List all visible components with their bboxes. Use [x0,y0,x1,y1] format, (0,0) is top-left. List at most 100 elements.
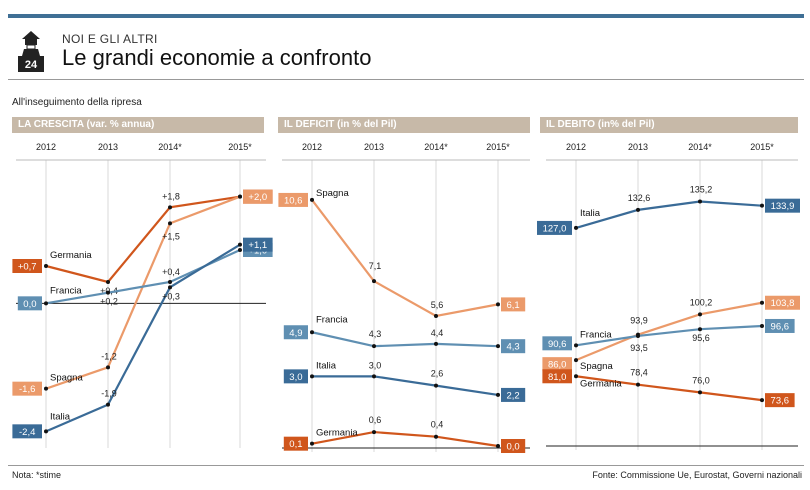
x-tick-label: 2012 [302,142,322,152]
series-name-italia: Italia [580,208,601,219]
data-point [760,203,764,208]
value-box [12,381,42,396]
data-point [310,197,314,202]
value-box [542,369,572,384]
data-point [106,290,110,295]
data-point [238,248,242,252]
series-name-germania: Germania [50,250,92,261]
value-label: +0,2 [100,297,118,307]
value-label: 6,1 [506,300,519,311]
chart-header-deficit: IL DEFICIT (in % del Pil) [278,117,530,133]
data-point [44,301,48,306]
series-line-francia [575,324,763,347]
value-label: +1,5 [162,231,180,241]
value-label: -2,4 [19,427,35,438]
value-label: +2,0 [248,192,267,203]
value-label: -1,2 [101,351,117,361]
value-label: 0,1 [289,439,302,450]
data-point [310,330,314,335]
value-label: 93,9 [630,316,648,326]
data-point [574,225,578,230]
series-name-germania: Germania [580,378,622,389]
value-box [243,189,273,204]
value-label: 90,6 [548,339,567,350]
data-point [698,199,702,204]
series-line-spagna [575,301,763,362]
value-label: -1,6 [19,384,35,395]
value-label: 135,2 [690,184,713,194]
value-label: 132,6 [628,193,651,203]
data-point [168,205,172,210]
x-tick-label: 2014* [424,142,448,152]
source-credit: Fonte: Commissione Ue, Eurostat, Governi… [592,470,802,480]
series-name-francia: Francia [316,314,348,325]
series-line-germania [45,195,241,284]
value-label: +0,7 [18,262,37,273]
value-label: 3,0 [369,360,382,370]
series-name-spagna: Spagna [50,373,83,384]
value-label: 96,6 [771,321,790,332]
data-point [698,312,702,317]
value-box [501,339,526,354]
chart-header-crescita: LA CRESCITA (var. % annua) [12,117,264,133]
x-tick-label: 2013 [364,142,384,152]
series-line-spagna [45,195,241,390]
data-point [698,327,702,332]
data-point [372,430,376,435]
value-box [283,369,308,384]
value-box [765,318,795,333]
series-line-germania [575,375,763,402]
value-label: 0,6 [369,415,382,425]
x-tick-label: 2013 [98,142,118,152]
value-label: 95,6 [692,333,710,343]
value-label: 4,3 [506,342,519,353]
value-box [501,387,526,402]
x-tick-label: 2013 [628,142,648,152]
x-tick-label: 2012 [566,142,586,152]
data-point [168,280,172,284]
data-point [760,398,764,403]
value-box [283,436,308,451]
value-label: 7,1 [369,261,382,271]
series-name-francia: Francia [50,285,82,296]
value-label: 0,0 [506,442,519,453]
value-label: 4,4 [431,328,444,338]
data-point [574,374,578,379]
value-box [537,220,572,235]
value-box [283,325,308,340]
data-point [760,300,764,305]
value-label: 0,4 [431,420,444,430]
value-label: 0,0 [23,299,36,310]
value-label: 4,9 [289,328,302,339]
x-tick-label: 2014* [688,142,712,152]
x-tick-label: 2012 [36,142,56,152]
value-box [278,192,308,207]
logo-number: 24 [25,59,38,71]
value-box [12,259,42,273]
value-label: +0,3 [162,291,180,301]
value-box [765,198,800,213]
data-point [168,221,172,226]
data-point [636,207,640,212]
data-point [372,344,376,349]
value-label: 86,0 [548,360,567,371]
series-line-italia [45,243,241,433]
value-label: -1,9 [101,389,117,399]
value-box [12,424,42,439]
value-box [243,237,273,252]
series-name-spagna: Spagna [316,188,349,199]
data-point [372,279,376,284]
data-point [434,341,438,346]
footnote: Nota: *stime [12,470,62,480]
series-line-italia [312,375,499,397]
value-label: 10,6 [284,195,303,206]
value-label: 103,8 [771,298,795,309]
value-label: 76,0 [692,375,710,385]
data-point [310,374,314,379]
value-label: 78,4 [630,368,648,378]
value-box [542,357,572,372]
value-box [501,297,526,312]
x-tick-label: 2015* [228,142,252,152]
data-point [44,386,48,391]
